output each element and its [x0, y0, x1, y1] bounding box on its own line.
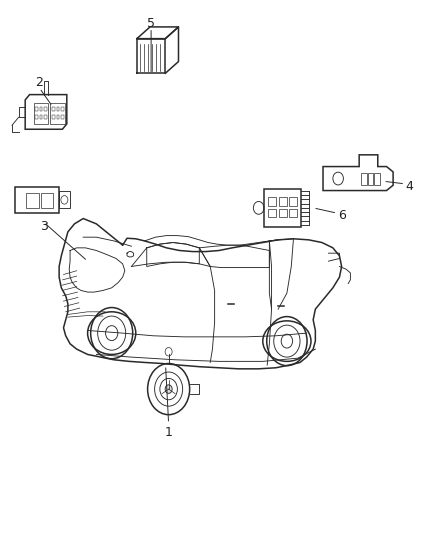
Bar: [57, 107, 59, 111]
Bar: [50, 103, 65, 124]
Bar: [52, 115, 55, 119]
Bar: [279, 209, 287, 217]
Text: 3: 3: [40, 220, 48, 233]
Bar: [41, 193, 53, 208]
Bar: [61, 107, 64, 111]
Bar: [35, 115, 38, 119]
Bar: [40, 107, 42, 111]
Bar: [61, 115, 64, 119]
Text: 6: 6: [338, 209, 346, 222]
Bar: [35, 107, 38, 111]
Bar: [57, 115, 59, 119]
Bar: [268, 197, 276, 206]
Bar: [264, 189, 301, 227]
Bar: [44, 115, 47, 119]
Bar: [15, 187, 59, 213]
Bar: [268, 209, 276, 217]
Bar: [26, 193, 39, 208]
Bar: [374, 173, 380, 185]
Bar: [52, 107, 55, 111]
Text: 2: 2: [35, 76, 43, 89]
Bar: [59, 191, 70, 208]
Text: 4: 4: [406, 180, 413, 193]
Circle shape: [165, 385, 172, 393]
Bar: [290, 209, 297, 217]
Bar: [40, 115, 42, 119]
Text: 1: 1: [165, 426, 173, 439]
Bar: [34, 103, 48, 124]
Bar: [290, 197, 297, 206]
Bar: [368, 173, 373, 185]
Bar: [361, 173, 367, 185]
Bar: [44, 107, 47, 111]
Text: 5: 5: [147, 18, 155, 30]
Bar: [279, 197, 287, 206]
